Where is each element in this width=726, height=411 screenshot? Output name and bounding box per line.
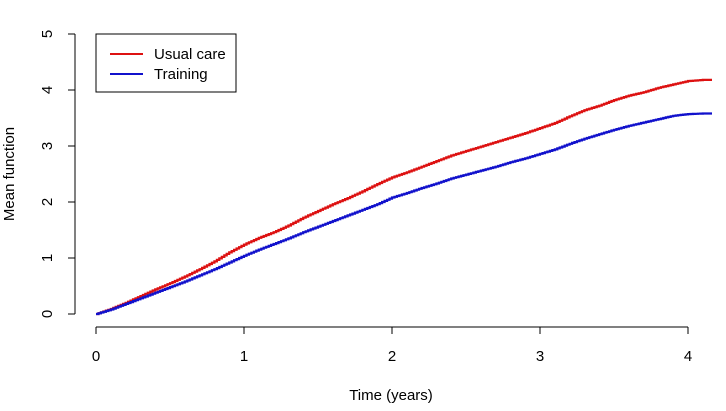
y-axis-title: Mean function [1,127,18,221]
legend-label-training: Training [154,66,208,83]
legend-box [95,33,237,93]
series-line-usual-care [96,78,712,316]
x-axis-title: Time (years) [349,387,433,404]
x-axis: 0 1 2 3 4 [92,326,692,365]
x-tick-label: 2 [388,348,396,365]
y-tick-label: 0 [39,310,56,318]
x-tick-label: 3 [536,348,544,365]
legend: Usual care Training [95,33,237,93]
y-tick-label: 3 [39,142,56,150]
y-tick-label: 2 [39,198,56,206]
x-tick-label: 0 [92,348,100,365]
series-layer [96,78,712,316]
y-axis: 0 1 2 3 4 5 [39,30,76,318]
legend-label-usual-care: Usual care [154,46,226,63]
y-tick-label: 1 [39,254,56,262]
series-line-training [96,112,712,316]
y-tick-label: 5 [39,30,56,38]
y-tick-label: 4 [39,86,56,94]
x-tick-label: 4 [684,348,692,365]
x-tick-label: 1 [240,348,248,365]
